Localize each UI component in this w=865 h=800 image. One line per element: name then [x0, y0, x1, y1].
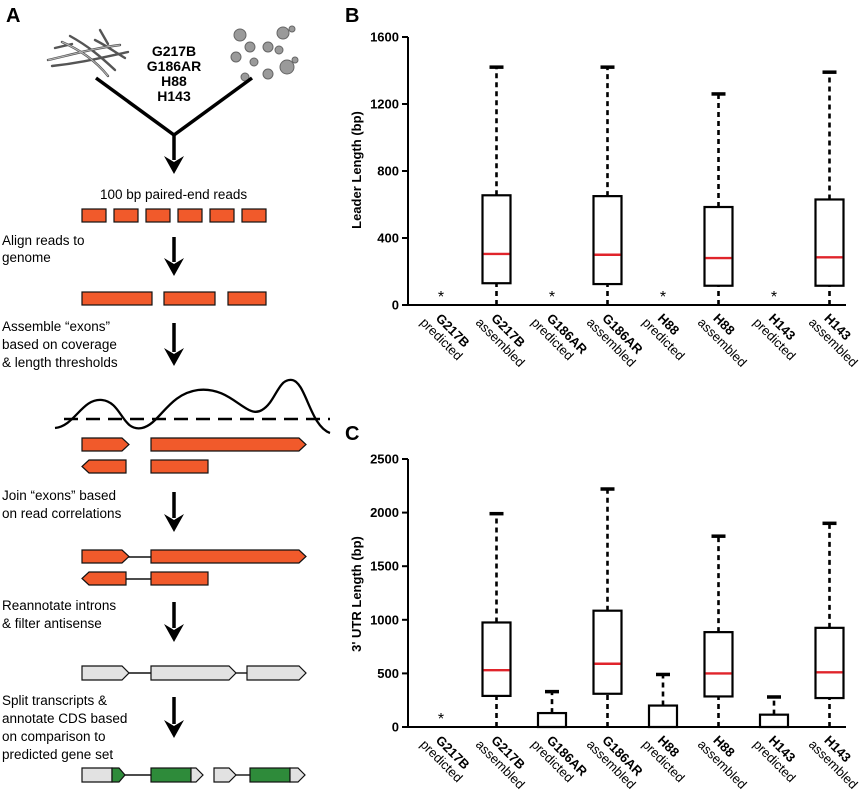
- hyphae-icon: [46, 28, 130, 78]
- box: [814, 626, 845, 700]
- no-data-star: *: [438, 711, 444, 728]
- step-reads-label: 100 bp paired-end reads: [100, 187, 247, 202]
- y-tick-label: 0: [392, 720, 399, 735]
- y-tick-label: 1200: [370, 97, 399, 112]
- strain-label: G186AR: [147, 58, 201, 74]
- arrow-down-icon: [164, 135, 184, 174]
- arrow-down-icon: [164, 323, 184, 366]
- step-reannotate-label: Reannotate introns: [2, 598, 116, 613]
- step-assemble-label: Assemble “exons”: [2, 319, 110, 334]
- arrow-down-icon: [164, 697, 184, 738]
- step-reannotate-label: & filter antisense: [2, 616, 102, 631]
- y-tick-label: 400: [377, 231, 399, 246]
- panel-c: C 3' UTR Length (bp) 0 500 1000 1500 2000 250…: [345, 423, 861, 792]
- step-split-label: on comparison to: [2, 729, 106, 744]
- aligned-reads: [81, 291, 267, 306]
- y-tick-label: 1500: [370, 559, 399, 574]
- step-join-label: on read correlations: [2, 506, 122, 521]
- strain-label: G217B: [152, 43, 196, 59]
- chart-b-ylabel: Leader Length (bp): [349, 111, 364, 229]
- coverage-curve-icon: [54, 378, 331, 435]
- panel-a-letter: A: [6, 5, 20, 27]
- merge-lines: [94, 76, 254, 137]
- panel-a: A: [2, 5, 331, 783]
- step-assemble-label: & length thresholds: [2, 355, 118, 370]
- box: [592, 609, 623, 695]
- panel-b-letter: B: [345, 5, 359, 27]
- yeast-icon: [230, 25, 299, 82]
- y-tick-label: 2000: [370, 505, 399, 520]
- y-tick-label: 1600: [370, 30, 399, 45]
- step-split-label: annotate CDS based: [2, 711, 127, 726]
- assembled-exons: [81, 437, 307, 474]
- strain-label: H88: [161, 73, 187, 89]
- reads-row: [81, 208, 267, 223]
- step-split-label: predicted gene set: [2, 747, 113, 762]
- reannotated-transcript: [81, 665, 307, 681]
- no-data-star: *: [660, 289, 666, 306]
- arrow-down-icon: [164, 602, 184, 642]
- panel-c-letter: C: [345, 423, 359, 445]
- step-assemble-label: based on coverage: [2, 337, 117, 352]
- box: [703, 205, 734, 287]
- box: [758, 713, 790, 729]
- box: [481, 621, 512, 698]
- chart-b-axes: 0 400 800 1200 1600: [370, 30, 846, 313]
- y-tick-label: 800: [377, 164, 399, 179]
- y-tick-label: 500: [377, 666, 399, 681]
- chart-b-marks: * * * *: [438, 65, 845, 306]
- step-align-label: genome: [2, 250, 51, 265]
- y-tick-label: 0: [392, 298, 399, 313]
- box: [647, 704, 679, 729]
- box: [814, 198, 845, 287]
- box: [703, 631, 734, 698]
- chart-c-marks: *: [438, 487, 845, 729]
- y-tick-label: 2500: [370, 452, 399, 467]
- no-data-star: *: [438, 289, 444, 306]
- box: [536, 711, 568, 729]
- box: [481, 194, 512, 285]
- no-data-star: *: [771, 289, 777, 306]
- strain-list: G217B G186AR H88 H143: [147, 43, 201, 104]
- arrow-down-icon: [164, 237, 184, 276]
- arrow-down-icon: [164, 492, 184, 532]
- y-tick-label: 1000: [370, 612, 399, 627]
- box: [592, 195, 623, 286]
- joined-exons: [81, 549, 307, 586]
- chart-c-ylabel: 3' UTR Length (bp): [349, 536, 364, 652]
- final-transcripts: [81, 767, 306, 783]
- strain-label: H143: [157, 88, 191, 104]
- step-split-label: Split transcripts &: [2, 693, 107, 708]
- no-data-star: *: [549, 289, 555, 306]
- step-align-label: Align reads to: [2, 233, 85, 248]
- step-join-label: Join “exons” based: [2, 488, 116, 503]
